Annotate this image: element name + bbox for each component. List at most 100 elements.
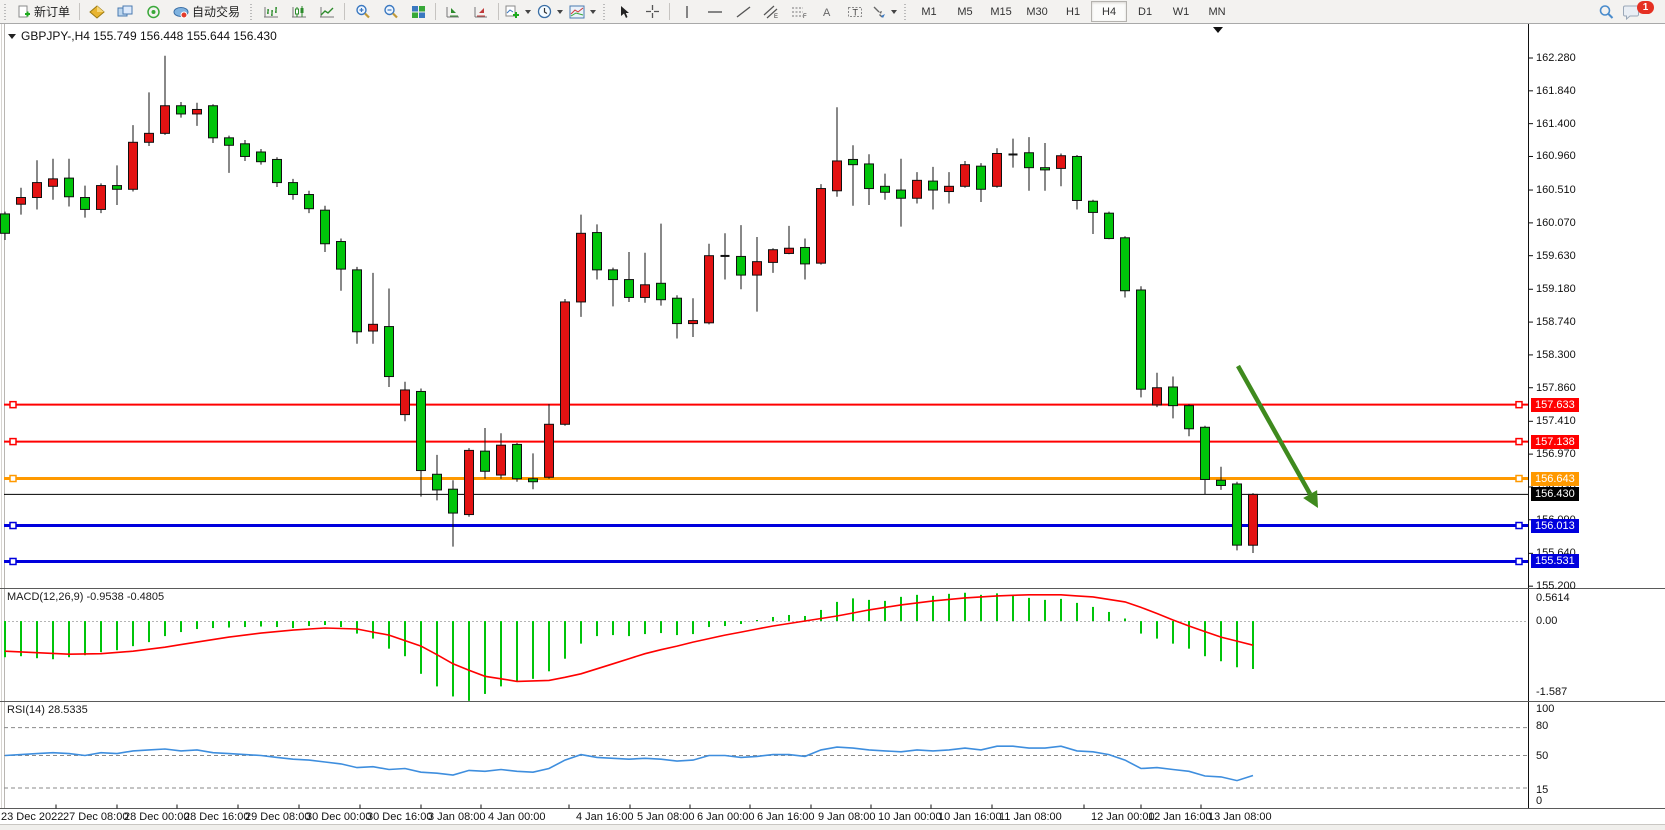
template-button[interactable] xyxy=(566,1,599,23)
vertical-line-icon xyxy=(681,5,693,19)
chart-shift-marker-icon[interactable] xyxy=(1213,27,1223,33)
bar-chart-icon xyxy=(263,5,279,19)
timeframe-button-d1[interactable]: D1 xyxy=(1138,5,1153,18)
chart-area: GBPJPY-,H4 155.749 156.448 155.644 156.4… xyxy=(0,24,1665,830)
tile-windows-button[interactable] xyxy=(404,1,432,23)
line-chart-button[interactable] xyxy=(313,1,341,23)
time-axis-label: 28 Dec 00:00 xyxy=(124,811,190,823)
crosshair-button[interactable] xyxy=(638,1,666,23)
chevron-down-icon xyxy=(590,9,597,14)
bar-chart-button[interactable] xyxy=(257,1,285,23)
cursor-button[interactable] xyxy=(610,1,638,23)
candlestick-chart-button[interactable] xyxy=(285,1,313,23)
new-order-icon xyxy=(17,5,31,19)
price-axis-label: 159.630 xyxy=(1536,249,1576,262)
price-tag: 156.430 xyxy=(1531,487,1579,502)
trendline-button[interactable] xyxy=(729,1,757,23)
price-axis-label: 160.070 xyxy=(1536,216,1576,229)
svg-text:T: T xyxy=(853,7,859,17)
zoom-out-button[interactable] xyxy=(376,1,404,23)
search-button[interactable] xyxy=(1592,1,1620,23)
toolbar-grip[interactable] xyxy=(249,3,255,20)
auto-trading-label: 自动交易 xyxy=(192,5,241,19)
channel-button[interactable]: E xyxy=(757,1,785,23)
macd-axis-label: 0.5614 xyxy=(1536,592,1570,604)
candlestick-chart-icon xyxy=(291,5,307,19)
layout-button[interactable] xyxy=(83,1,111,23)
price-axis-label: 157.860 xyxy=(1536,381,1576,394)
timeframe-button-mn[interactable]: MN xyxy=(1208,5,1226,18)
price-axis-label: 162.280 xyxy=(1536,52,1576,64)
timeframe-button-h4[interactable]: H4 xyxy=(1091,1,1128,22)
price-axis-label: 158.740 xyxy=(1536,316,1576,329)
chart-title[interactable]: GBPJPY-,H4 155.749 156.448 155.644 156.4… xyxy=(8,29,277,43)
price-tag: 157.138 xyxy=(1531,434,1579,449)
time-axis-label: 10 Jan 16:00 xyxy=(938,811,1002,823)
time-axis-label: 5 Jan 08:00 xyxy=(637,811,695,823)
vertical-line-button[interactable] xyxy=(673,1,701,23)
horizontal-line-button[interactable] xyxy=(701,1,729,23)
time-axis-label: 9 Jan 08:00 xyxy=(818,811,876,823)
time-axis-label: 23 Dec 2022 xyxy=(1,811,64,823)
price-axis-label: 157.410 xyxy=(1536,415,1576,428)
time-axis-label: 30 Dec 00:00 xyxy=(306,811,372,823)
time-axis-label: 10 Jan 00:00 xyxy=(878,811,942,823)
text-button[interactable]: A xyxy=(813,1,841,23)
period-clock-icon xyxy=(537,4,552,19)
time-axis-label: 30 Dec 16:00 xyxy=(367,811,433,823)
chart-shift-button[interactable] xyxy=(467,1,495,23)
time-axis-label: 3 Jan 08:00 xyxy=(428,811,486,823)
profiles-button[interactable] xyxy=(111,1,139,23)
auto-trading-button[interactable]: 自动交易 xyxy=(167,1,246,23)
timeframe-button-h1[interactable]: H1 xyxy=(1066,5,1081,18)
macd-axis-label: -1.587 xyxy=(1536,686,1568,698)
add-indicator-button[interactable] xyxy=(502,1,534,23)
auto-scroll-button[interactable] xyxy=(439,1,467,23)
macd-axis-label: 0.00 xyxy=(1536,615,1558,627)
chevron-down-icon xyxy=(557,9,564,14)
line-chart-icon xyxy=(319,5,335,19)
text-label-icon: T xyxy=(847,5,863,19)
notifications-button[interactable]: 1 xyxy=(1620,1,1657,23)
new-order-button[interactable]: 新订单 xyxy=(11,1,76,23)
price-axis-label: 160.960 xyxy=(1536,150,1576,163)
arrow-objects-icon xyxy=(872,5,886,19)
tile-windows-icon xyxy=(411,5,426,19)
timeframe-button-m30[interactable]: M30 xyxy=(1026,5,1048,18)
signal-button[interactable] xyxy=(139,1,167,23)
toolbar-grip[interactable] xyxy=(903,3,909,20)
chart-plot[interactable] xyxy=(0,24,1665,809)
layout-icon xyxy=(89,4,105,19)
price-axis-label: 158.300 xyxy=(1536,348,1576,361)
chevron-down-icon xyxy=(891,9,898,14)
fibonacci-button[interactable]: F xyxy=(785,1,813,23)
chart-title-text: GBPJPY-,H4 155.749 156.448 155.644 156.4… xyxy=(21,29,277,43)
chevron-down-icon xyxy=(8,33,16,39)
indicator-up-icon xyxy=(445,5,461,19)
zoom-in-button[interactable] xyxy=(348,1,376,23)
time-axis[interactable]: 23 Dec 2022 27 Dec 08:00 28 Dec 00:00 28 De… xyxy=(0,809,1665,825)
fibonacci-icon: F xyxy=(791,5,807,19)
price-tag: 156.013 xyxy=(1531,518,1579,533)
periods-button[interactable] xyxy=(534,1,566,23)
main-toolbar: 新订单 自动交易 xyxy=(0,0,1665,24)
timeframe-button-w1[interactable]: W1 xyxy=(1172,5,1190,18)
timeframe-button-m15[interactable]: M15 xyxy=(990,5,1012,18)
price-axis-label: 156.970 xyxy=(1536,448,1576,461)
notification-badge: 1 xyxy=(1637,1,1654,14)
timeframe-button-m5[interactable]: M5 xyxy=(957,5,973,18)
arrow-objects-button[interactable] xyxy=(869,1,900,23)
text-label-button[interactable]: T xyxy=(841,1,869,23)
timeframe-button-m1[interactable]: M1 xyxy=(921,5,937,18)
time-axis-label: 11 Jan 08:00 xyxy=(999,811,1062,823)
zoom-out-icon xyxy=(383,4,398,19)
timeframe-toolbar: M1 M5 M15 M30 H1 H4 D1 W1 MN xyxy=(911,1,1235,22)
toolbar-grip[interactable] xyxy=(602,3,608,20)
zoom-in-icon xyxy=(355,4,370,19)
time-axis-label: 4 Jan 00:00 xyxy=(488,811,546,823)
price-axis-label: 155.200 xyxy=(1536,580,1576,593)
price-axis-label: 161.400 xyxy=(1536,117,1576,130)
toolbar-grip[interactable] xyxy=(3,3,8,20)
svg-text:A: A xyxy=(823,7,831,19)
price-axis-label: 161.840 xyxy=(1536,84,1576,97)
